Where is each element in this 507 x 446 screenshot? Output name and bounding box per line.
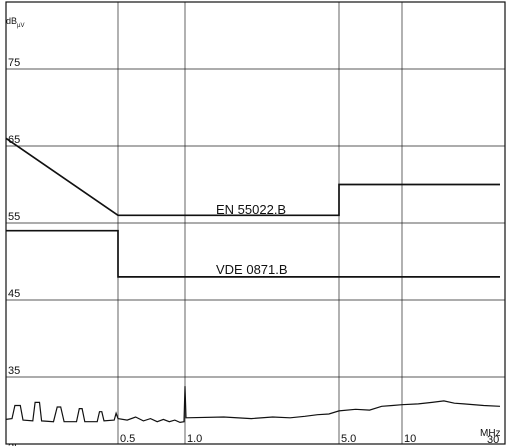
y-tick-label: 55 <box>8 211 20 223</box>
plot-border <box>5 1 506 445</box>
x-tick-label: 0.5 <box>120 433 135 445</box>
y-tick-label: 35 <box>8 365 20 377</box>
y-tick-label: 25 <box>8 442 20 446</box>
plot-frame <box>5 1 506 445</box>
y-tick-label: 75 <box>8 57 20 69</box>
y-unit-label: dBµV <box>6 16 24 29</box>
series-line-measurement <box>5 386 501 424</box>
x-tick-label: 1.0 <box>187 433 202 445</box>
series-group <box>5 137 501 424</box>
x-unit-label: MHz <box>480 428 501 439</box>
series-line-vde0871b <box>6 229 500 278</box>
x-tick-label: 5.0 <box>341 433 356 445</box>
series-name-label: EN 55022.B <box>216 202 286 217</box>
series-name-label: VDE 0871.B <box>216 262 288 277</box>
y-tick-label: 65 <box>8 134 20 146</box>
x-tick-label: 30 <box>487 434 499 446</box>
series-line-en55022b <box>5 137 500 217</box>
y-tick-label: 45 <box>8 288 20 300</box>
grid-lines <box>6 2 505 444</box>
x-tick-label: 10 <box>404 433 416 445</box>
label-group: dBµV MHz 75 65 55 45 35 25 0.5 1.0 5.0 10 30 EN 550… <box>6 16 501 446</box>
